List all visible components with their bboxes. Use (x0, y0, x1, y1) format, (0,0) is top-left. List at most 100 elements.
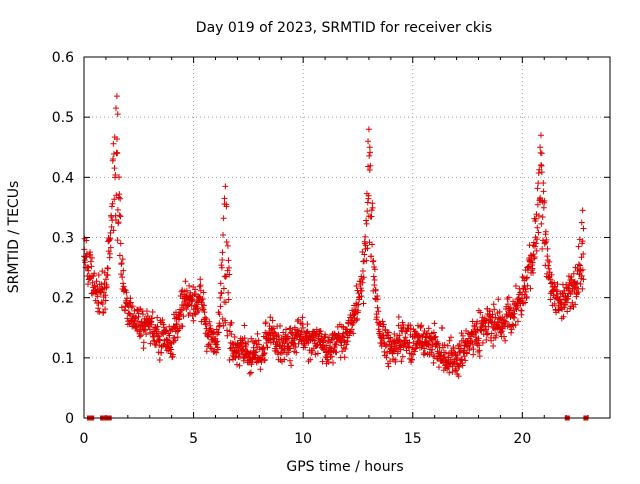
data-point (580, 276, 587, 283)
data-point (111, 165, 118, 172)
data-point (561, 288, 568, 295)
data-point (532, 215, 539, 222)
data-point (217, 294, 224, 301)
data-point (254, 330, 261, 337)
data-point (578, 254, 585, 261)
data-point (522, 299, 529, 306)
data-point (91, 282, 98, 289)
data-point (99, 300, 106, 307)
data-point (328, 353, 335, 360)
data-point (239, 347, 246, 354)
data-point (571, 287, 578, 294)
data-point (218, 289, 225, 296)
data-point (139, 311, 146, 318)
data-point (182, 278, 189, 285)
data-point (210, 349, 217, 356)
data-point (439, 325, 446, 332)
data-point (127, 299, 134, 306)
data-point (431, 320, 438, 327)
data-point (524, 274, 531, 281)
data-point (435, 340, 442, 347)
data-point (213, 341, 220, 348)
data-point (560, 313, 567, 320)
data-point (295, 340, 302, 347)
data-point (110, 150, 117, 157)
data-point (361, 251, 368, 258)
data-point (523, 275, 530, 282)
data-point (183, 306, 190, 313)
data-point (299, 321, 306, 328)
data-point (266, 336, 273, 343)
data-point (106, 236, 113, 243)
x-tick-label: 10 (294, 431, 312, 447)
data-point (565, 295, 572, 302)
data-point (400, 324, 407, 331)
data-point (402, 334, 409, 341)
data-point (246, 370, 253, 377)
y-tick-label: 0.4 (52, 170, 74, 186)
data-point (489, 311, 496, 318)
y-tick-label: 0.2 (52, 291, 74, 307)
data-point (303, 329, 310, 336)
data-point (412, 331, 419, 338)
data-point (288, 330, 295, 337)
data-point (510, 307, 517, 314)
data-point (112, 105, 119, 112)
data-point (508, 329, 515, 336)
data-point (222, 273, 229, 280)
data-point (385, 329, 392, 336)
data-point (538, 161, 545, 168)
data-point (117, 240, 124, 247)
data-point (168, 346, 175, 353)
data-point (374, 296, 381, 303)
data-point (331, 344, 338, 351)
data-point (299, 314, 306, 321)
data-point (544, 245, 551, 252)
data-point (397, 338, 404, 345)
data-point (512, 283, 519, 290)
data-point (407, 325, 414, 332)
data-point (538, 162, 545, 169)
data-point (368, 253, 375, 260)
data-point (476, 342, 483, 349)
data-point (466, 344, 473, 351)
data-point (372, 286, 379, 293)
plot-frame (83, 56, 611, 419)
data-point (192, 286, 199, 293)
data-point (226, 271, 233, 278)
data-point (95, 305, 102, 312)
data-point (504, 301, 511, 308)
data-point (430, 329, 437, 336)
data-point (102, 276, 109, 283)
data-point (365, 192, 372, 199)
data-point (88, 254, 95, 261)
data-point (364, 208, 371, 215)
data-point (190, 317, 197, 324)
data-point (218, 264, 225, 271)
data-point (114, 135, 121, 142)
data-point (118, 260, 125, 267)
data-point (143, 308, 150, 315)
data-point (119, 274, 126, 281)
data-point (575, 289, 582, 296)
axis-ticks (83, 56, 611, 419)
data-point (226, 328, 233, 335)
data-point (382, 343, 389, 350)
data-point (133, 324, 140, 331)
data-point (222, 319, 229, 326)
data-point (412, 345, 419, 352)
data-point (228, 331, 235, 338)
data-point (574, 280, 581, 287)
data-point (128, 304, 135, 311)
data-point (358, 287, 365, 294)
data-point (359, 279, 366, 286)
data-point (219, 249, 226, 256)
data-point (569, 299, 576, 306)
data-point (418, 322, 425, 329)
data-point (488, 330, 495, 337)
data-point (365, 138, 372, 145)
data-point (304, 321, 311, 328)
data-point (148, 321, 155, 328)
data-point (205, 341, 212, 348)
y-axis-label: SRMTID / TECUs (6, 181, 22, 294)
